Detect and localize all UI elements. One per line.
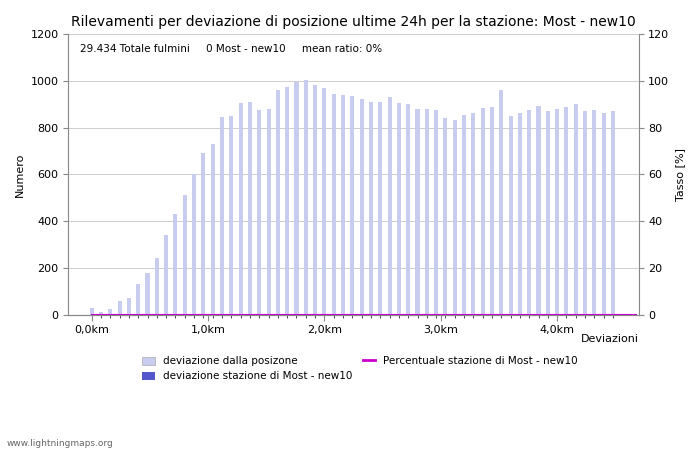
Bar [611, 112, 615, 315]
Bar [332, 94, 336, 315]
Y-axis label: Numero: Numero [15, 152, 25, 197]
Legend: deviazione dalla posizone, deviazione stazione di Most - new10, Percentuale staz: deviazione dalla posizone, deviazione st… [142, 356, 578, 382]
Bar [443, 118, 447, 315]
Bar [592, 110, 596, 315]
Bar [192, 175, 196, 315]
Y-axis label: Tasso [%]: Tasso [%] [675, 148, 685, 201]
Bar [304, 80, 308, 315]
Text: 29.434 Totale fulmini     0 Most - new10     mean ratio: 0%: 29.434 Totale fulmini 0 Most - new10 mea… [80, 44, 382, 54]
Bar [555, 109, 559, 315]
Bar [471, 112, 475, 315]
Bar [564, 107, 568, 315]
Bar [583, 112, 587, 315]
Bar [202, 153, 205, 315]
Bar [546, 112, 550, 315]
Bar [313, 85, 317, 315]
Bar [323, 88, 326, 315]
Bar [453, 120, 457, 315]
Bar [108, 309, 112, 315]
Bar [341, 95, 345, 315]
Bar [434, 110, 438, 315]
Bar [146, 273, 150, 315]
Bar [490, 107, 494, 315]
Bar [257, 110, 261, 315]
Bar [369, 102, 373, 315]
Bar [527, 110, 531, 315]
Title: Rilevamenti per deviazione di posizione ultime 24h per la stazione: Most - new10: Rilevamenti per deviazione di posizione … [71, 15, 636, 29]
Bar [267, 109, 271, 315]
Bar [499, 90, 503, 315]
Bar [211, 144, 215, 315]
Bar [136, 284, 140, 315]
Bar [183, 195, 187, 315]
Bar [397, 103, 401, 315]
Bar [248, 102, 252, 315]
Bar [388, 97, 391, 315]
Bar [90, 307, 94, 315]
Bar [509, 116, 512, 315]
Bar [285, 87, 289, 315]
Bar [360, 99, 364, 315]
Bar [230, 116, 233, 315]
Bar [220, 117, 224, 315]
Bar [536, 106, 540, 315]
Bar [462, 115, 466, 315]
Bar [239, 103, 243, 315]
Bar [295, 82, 298, 315]
Bar [164, 235, 168, 315]
Bar [574, 104, 578, 315]
Bar [155, 258, 159, 315]
Bar [276, 90, 280, 315]
Bar [425, 109, 429, 315]
Bar [602, 112, 606, 315]
Text: www.lightningmaps.org: www.lightningmaps.org [7, 439, 113, 448]
Bar [174, 214, 178, 315]
Bar [127, 298, 131, 315]
Text: Deviazioni: Deviazioni [580, 334, 638, 344]
Bar [481, 108, 484, 315]
Bar [416, 109, 419, 315]
Bar [350, 96, 354, 315]
Bar [118, 301, 122, 315]
Bar [378, 102, 382, 315]
Bar [406, 104, 410, 315]
Bar [99, 312, 103, 315]
Bar [518, 112, 522, 315]
